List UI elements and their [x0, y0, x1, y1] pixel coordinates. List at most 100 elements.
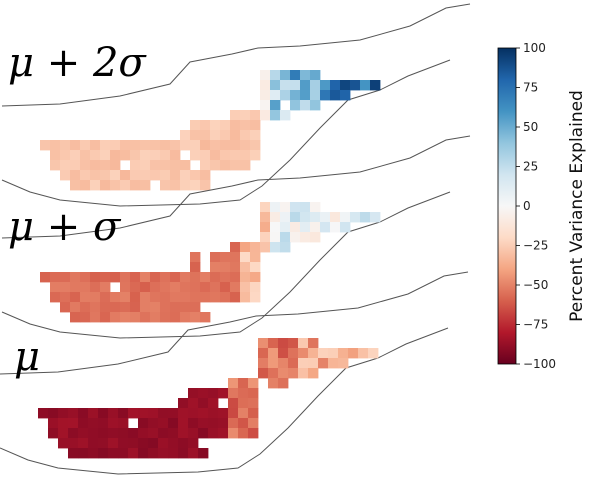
heatmap-cell: [168, 418, 179, 429]
heatmap-cell: [100, 302, 111, 313]
heatmap-cell: [168, 408, 179, 419]
heatmap-cell: [298, 348, 309, 359]
heatmap-cell: [68, 408, 79, 419]
panel-label-mu: μ: [14, 334, 40, 380]
heatmap-cell: [250, 242, 261, 253]
heatmap-cell: [248, 428, 259, 439]
heatmap-cell: [350, 80, 361, 91]
heatmap-cell: [248, 418, 259, 429]
heatmap-cell: [190, 302, 201, 313]
heatmap-cell: [58, 428, 69, 439]
heatmap-cell: [160, 150, 171, 161]
heatmap-cell: [130, 302, 141, 313]
heatmap-cell: [228, 418, 239, 429]
heatmap-cell: [218, 408, 229, 419]
heatmap-cell: [190, 312, 201, 323]
heatmap-cell: [130, 272, 141, 283]
heatmap-cell: [180, 130, 191, 141]
heatmap-cell: [140, 160, 151, 171]
heatmap-cell: [200, 130, 211, 141]
heatmap-cell: [240, 130, 251, 141]
heatmap-cell: [138, 428, 149, 439]
heatmap-cell: [140, 150, 151, 161]
heatmap-cell: [230, 292, 241, 303]
heatmap-cell: [270, 70, 281, 81]
heatmap-cell: [88, 438, 99, 449]
heatmap-cell: [60, 282, 71, 293]
heatmap-cell: [90, 150, 101, 161]
heatmap-cell: [200, 150, 211, 161]
heatmap-cell: [70, 160, 81, 171]
heatmap-cell: [90, 302, 101, 313]
heatmap-cell: [240, 140, 251, 151]
heatmap-cell: [48, 408, 59, 419]
heatmap-cell: [128, 438, 139, 449]
heatmap-cell: [168, 448, 179, 459]
heatmap-cell: [120, 140, 131, 151]
heatmap-cell: [268, 378, 279, 389]
heatmap-cell: [310, 70, 321, 81]
heatmap-cell: [228, 378, 239, 389]
heatmap-cell: [290, 80, 301, 91]
heatmap-cell: [310, 202, 321, 213]
heatmap-cell: [308, 338, 319, 349]
heatmap-cell: [310, 90, 321, 101]
heatmap-cell: [50, 292, 61, 303]
heatmap-cell: [58, 438, 69, 449]
heatmap-cell: [170, 160, 181, 171]
heatmap-cell: [260, 110, 271, 121]
heatmap-cell: [198, 408, 209, 419]
heatmap-cell: [198, 448, 209, 459]
heatmap-cell: [210, 120, 221, 131]
heatmap-cell: [270, 90, 281, 101]
heatmap-cell: [130, 140, 141, 151]
heatmap-cell: [280, 90, 291, 101]
heatmap-cell: [118, 408, 129, 419]
heatmap-cell: [98, 418, 109, 429]
heatmap-cell: [110, 180, 121, 191]
colorbar-tick-label: 100: [523, 41, 546, 55]
heatmap-cell: [130, 180, 141, 191]
panel-mu-plus-sigma: [1, 135, 471, 339]
heatmap-cell: [250, 282, 261, 293]
heatmap-cell: [238, 428, 249, 439]
heatmap-cell: [70, 282, 81, 293]
heatmap-cell: [338, 358, 349, 369]
heatmap-cell: [60, 150, 71, 161]
heatmap-cell: [290, 202, 301, 213]
heatmap-cell: [290, 100, 301, 111]
heatmap-cell: [268, 348, 279, 359]
heatmap-cell: [120, 170, 131, 181]
heatmap-cell: [260, 202, 271, 213]
heatmap-cell: [270, 232, 281, 243]
heatmap-cell: [210, 292, 221, 303]
heatmap-cell: [258, 358, 269, 369]
heatmap-cell: [340, 80, 351, 91]
heatmap-cell: [268, 368, 279, 379]
heatmap-cell: [210, 160, 221, 171]
heatmap-cell: [120, 150, 131, 161]
heatmap-cell: [78, 408, 89, 419]
panel-label-mu-plus-2sigma: μ + 2σ: [8, 40, 147, 86]
heatmap-cell: [278, 378, 289, 389]
heatmap-cell: [100, 292, 111, 303]
heatmap-cell: [180, 272, 191, 283]
colorbar-tick-label: 50: [523, 120, 538, 134]
heatmap-cell: [50, 140, 61, 151]
heatmap-cell: [328, 358, 339, 369]
heatmap-cell: [298, 358, 309, 369]
heatmap-cell: [110, 272, 121, 283]
heatmap-cell: [170, 170, 181, 181]
heatmap-cell: [110, 150, 121, 161]
heatmap-cell: [130, 160, 141, 171]
heatmap-cell: [230, 140, 241, 151]
heatmap-cell: [80, 282, 91, 293]
heatmap-cell: [148, 438, 159, 449]
heatmap-cell: [80, 160, 91, 171]
heatmap-cell: [180, 302, 191, 313]
heatmap-cell: [188, 418, 199, 429]
heatmap-cell: [230, 272, 241, 283]
heatmap-cell: [280, 70, 291, 81]
heatmap-cell: [250, 140, 261, 151]
heatmap-cell: [158, 438, 169, 449]
